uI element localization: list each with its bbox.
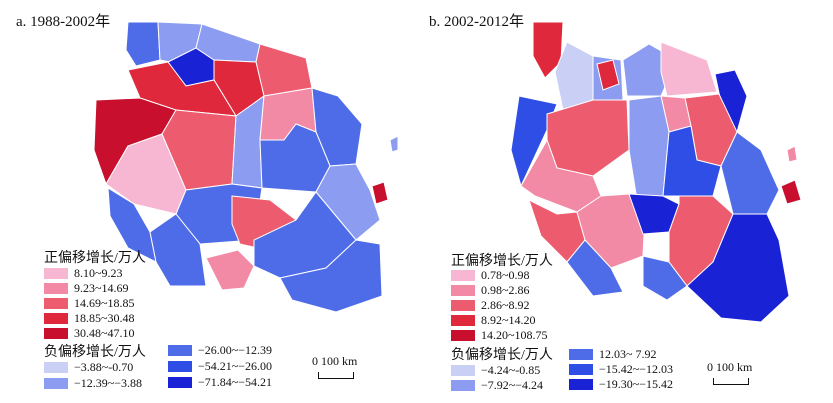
panel-b-map: [510, 21, 802, 323]
region-a-pemba: [389, 135, 399, 153]
region-a-southwest: [149, 213, 207, 287]
legend-swatch: [569, 378, 593, 390]
legend-b-pos-4: 14.20~108.75: [451, 328, 548, 342]
legend-a-pos-4: 30.48~47.10: [44, 326, 135, 340]
region-b-pemba: [786, 145, 798, 163]
legend-swatch: [44, 377, 68, 389]
legend-swatch: [44, 312, 68, 324]
region-b-center-north: [546, 99, 630, 177]
legend-a-negative-title: 负偏移增长/万人: [44, 345, 146, 360]
region-a-southeast: [279, 239, 383, 313]
legend-a-pos-1: 9.23~14.69: [44, 281, 129, 295]
legend-swatch: [168, 344, 192, 356]
region-b-west-south: [520, 138, 602, 213]
legend-a-pos-3: 18.85~30.48: [44, 311, 135, 325]
legend-a-neg-4: −71.84~−54.21: [168, 375, 272, 389]
legend-a-pos-0: 8.10~9.23: [44, 266, 123, 280]
region-b-zanzibar: [780, 179, 802, 205]
legend-swatch: [168, 360, 192, 372]
legend-swatch: [44, 297, 68, 309]
panel-a: a. 1988-2002年: [0, 0, 416, 403]
legend-swatch: [44, 282, 68, 294]
region-b-nw-peninsula: [532, 21, 564, 79]
region-b-n-center-red: [596, 59, 620, 91]
legend-a-positive-title: 正偏移增长/万人: [44, 251, 146, 266]
legend-swatch: [44, 327, 68, 339]
legend-b-pos-0: 0.78~0.98: [451, 268, 530, 282]
legend-a-pos-2: 14.69~18.85: [44, 296, 135, 310]
region-a-south-center: [205, 249, 255, 291]
legend-swatch: [569, 363, 593, 375]
region-a-zanzibar: [371, 181, 389, 205]
legend-b-neg-4: −19.30~−15.42: [569, 377, 673, 391]
region-b-center: [628, 95, 670, 201]
legend-swatch: [451, 364, 475, 376]
legend-b-pos-1: 0.98~2.86: [451, 283, 530, 297]
panel-b: b. 2002-2012年: [417, 0, 833, 403]
legend-b-negative-title: 负偏移增长/万人: [451, 348, 553, 363]
legend-b-neg-1: −7.92~−4.24: [451, 378, 543, 392]
region-a-nw-peninsula: [125, 21, 161, 67]
legend-swatch: [44, 361, 68, 373]
legend-b-neg-2: 12.03~ 7.92: [569, 347, 657, 361]
scale-b-bar: [713, 378, 749, 385]
legend-swatch: [451, 379, 475, 391]
legend-b-neg-3: −15.42~−12.03: [569, 362, 673, 376]
legend-b-pos-3: 8.92~14.20: [451, 313, 536, 327]
legend-a-neg-3: −54.21~−26.00: [168, 359, 272, 373]
region-b-south-blue: [642, 255, 688, 301]
region-a-ne-north: [255, 43, 313, 97]
legend-swatch: [451, 284, 475, 296]
panel-a-map: [93, 21, 399, 313]
legend-a-neg-0: −3.88~-0.70: [44, 360, 133, 374]
legend-a-neg-1: −12.39~−3.88: [44, 376, 142, 390]
region-b-ne-pink: [660, 41, 718, 97]
legend-swatch: [451, 329, 475, 341]
scale-b-label: 0 100 km: [707, 360, 753, 374]
region-b-center-dark: [662, 125, 722, 197]
legend-swatch: [451, 269, 475, 281]
scale-a-label: 0 100 km: [312, 354, 358, 368]
region-b-west-lake: [510, 95, 558, 188]
legend-a-neg-2: −26.00~−12.39: [168, 343, 272, 357]
region-b-southwest: [566, 239, 624, 297]
legend-b-positive-title: 正偏移增长/万人: [451, 254, 553, 269]
legend-swatch: [44, 267, 68, 279]
region-b-southeast: [686, 213, 790, 323]
legend-swatch: [451, 314, 475, 326]
legend-swatch: [569, 348, 593, 360]
region-a-east: [259, 123, 331, 193]
panel-a-title: a. 1988-2002年: [16, 14, 111, 30]
legend-swatch: [168, 376, 192, 388]
legend-b-neg-0: −4.24~-0.85: [451, 363, 540, 377]
panel-b-title: b. 2002-2012年: [429, 14, 524, 30]
legend-b-pos-2: 2.86~8.92: [451, 298, 530, 312]
legend-swatch: [451, 299, 475, 311]
scale-a-bar: [318, 372, 354, 379]
